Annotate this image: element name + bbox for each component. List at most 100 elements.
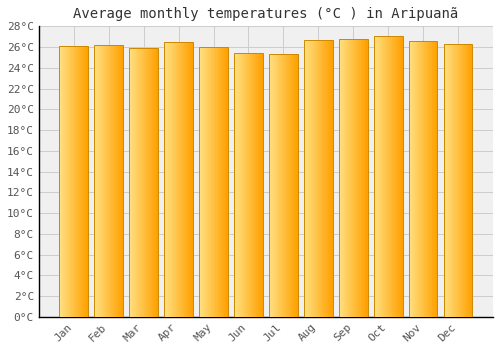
Bar [104, 45, 106, 317]
Bar [469, 44, 470, 317]
Bar [94, 45, 123, 317]
Bar [410, 41, 411, 317]
Bar [342, 39, 343, 317]
Bar [274, 54, 275, 317]
Bar [304, 40, 305, 317]
Bar [383, 36, 384, 317]
Bar [252, 53, 253, 317]
Bar [321, 40, 322, 317]
Bar [394, 36, 395, 317]
Bar [306, 40, 307, 317]
Bar [218, 47, 220, 317]
Bar [419, 41, 420, 317]
Bar [259, 53, 260, 317]
Bar [257, 53, 258, 317]
Bar [102, 45, 103, 317]
Bar [375, 36, 376, 317]
Bar [214, 47, 215, 317]
Bar [155, 48, 156, 317]
Bar [318, 40, 319, 317]
Bar [116, 45, 117, 317]
Bar [180, 42, 181, 317]
Bar [312, 40, 313, 317]
Bar [98, 45, 99, 317]
Bar [80, 46, 81, 317]
Bar [286, 54, 287, 317]
Bar [87, 46, 88, 317]
Bar [145, 48, 146, 317]
Bar [131, 48, 132, 317]
Bar [107, 45, 108, 317]
Bar [304, 40, 332, 317]
Bar [352, 39, 354, 317]
Bar [151, 48, 152, 317]
Bar [111, 45, 112, 317]
Bar [173, 42, 174, 317]
Bar [122, 45, 123, 317]
Bar [119, 45, 120, 317]
Bar [275, 54, 276, 317]
Bar [447, 44, 448, 317]
Bar [191, 42, 192, 317]
Bar [185, 42, 186, 317]
Bar [436, 41, 437, 317]
Bar [67, 46, 68, 317]
Bar [269, 54, 270, 317]
Bar [74, 46, 75, 317]
Bar [241, 53, 242, 317]
Bar [140, 48, 141, 317]
Bar [348, 39, 350, 317]
Bar [205, 47, 206, 317]
Bar [253, 53, 254, 317]
Bar [137, 48, 138, 317]
Bar [325, 40, 326, 317]
Bar [255, 53, 256, 317]
Bar [220, 47, 221, 317]
Bar [423, 41, 424, 317]
Bar [396, 36, 397, 317]
Bar [290, 54, 291, 317]
Bar [189, 42, 190, 317]
Bar [209, 47, 210, 317]
Bar [184, 42, 185, 317]
Bar [84, 46, 85, 317]
Bar [381, 36, 382, 317]
Bar [174, 42, 175, 317]
Bar [273, 54, 274, 317]
Bar [400, 36, 401, 317]
Bar [454, 44, 455, 317]
Bar [138, 48, 139, 317]
Bar [200, 47, 201, 317]
Bar [171, 42, 172, 317]
Bar [366, 39, 367, 317]
Bar [317, 40, 318, 317]
Bar [278, 54, 279, 317]
Bar [451, 44, 452, 317]
Bar [288, 54, 289, 317]
Bar [416, 41, 417, 317]
Bar [199, 47, 228, 317]
Bar [183, 42, 184, 317]
Bar [462, 44, 463, 317]
Bar [413, 41, 414, 317]
Bar [279, 54, 280, 317]
Bar [343, 39, 344, 317]
Bar [242, 53, 244, 317]
Bar [154, 48, 155, 317]
Bar [75, 46, 76, 317]
Bar [444, 44, 445, 317]
Bar [431, 41, 432, 317]
Bar [63, 46, 64, 317]
Bar [344, 39, 346, 317]
Bar [460, 44, 461, 317]
Bar [340, 39, 341, 317]
Bar [215, 47, 216, 317]
Bar [322, 40, 323, 317]
Bar [61, 46, 62, 317]
Bar [388, 36, 389, 317]
Bar [459, 44, 460, 317]
Bar [110, 45, 111, 317]
Bar [226, 47, 228, 317]
Bar [450, 44, 451, 317]
Bar [133, 48, 134, 317]
